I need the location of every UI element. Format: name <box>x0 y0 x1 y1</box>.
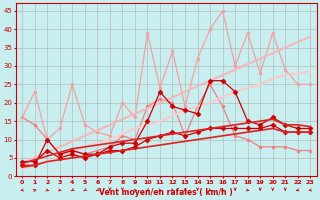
X-axis label: Vent moyen/en rafales ( km/h ): Vent moyen/en rafales ( km/h ) <box>100 188 233 197</box>
